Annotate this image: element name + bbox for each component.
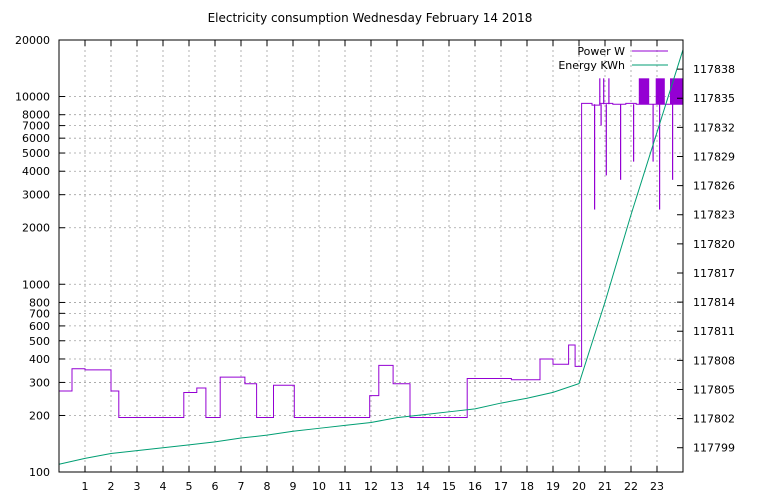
y-left-tick-label: 600	[29, 320, 50, 333]
x-tick-label: 6	[212, 480, 219, 493]
y-right-tick-label: 117835	[693, 92, 735, 105]
x-tick-label: 19	[546, 480, 560, 493]
y-left-tick-label: 800	[29, 296, 50, 309]
x-tick-label: 5	[186, 480, 193, 493]
x-tick-label: 23	[650, 480, 664, 493]
x-tick-label: 11	[338, 480, 352, 493]
grid	[59, 39, 683, 473]
x-tick-label: 18	[520, 480, 534, 493]
y-left-tick-label: 400	[29, 353, 50, 366]
x-tick-label: 20	[572, 480, 586, 493]
y-left-tick-label: 200	[29, 409, 50, 422]
y-left-tick-label: 8000	[22, 109, 50, 122]
y-right-tick-label: 117814	[693, 296, 735, 309]
tick-marks	[59, 39, 683, 473]
x-tick-label: 16	[468, 480, 482, 493]
legend: Power W Energy KWh	[558, 45, 668, 72]
y-left-tick-label: 7000	[22, 120, 50, 133]
y-right-tick-label: 117802	[693, 413, 735, 426]
legend-label-power: Power W	[577, 45, 625, 58]
x-tick-label: 17	[494, 480, 508, 493]
y-right-tick-label: 117820	[693, 238, 735, 251]
y-left-tick-label: 5000	[22, 147, 50, 160]
x-tick-label: 8	[264, 480, 271, 493]
y-left-tick-label: 10000	[15, 91, 50, 104]
y-right-tick-label: 117808	[693, 354, 735, 367]
x-tick-label: 14	[416, 480, 430, 493]
chart-title: Electricity consumption Wednesday Februa…	[208, 11, 533, 25]
y-left-tick-label: 3000	[22, 189, 50, 202]
y-right-tick-label: 117826	[693, 180, 735, 193]
y-left-tick-label: 100	[29, 466, 50, 479]
x-tick-label: 2	[108, 480, 115, 493]
x-tick-label: 21	[598, 480, 612, 493]
series-layer	[58, 49, 684, 465]
y-right-tick-label: 117799	[693, 442, 735, 455]
y-right-tick-label: 117829	[693, 150, 735, 163]
y-left-tick-label: 2000	[22, 222, 50, 235]
x-tick-label: 9	[290, 480, 297, 493]
y-right-tick-label: 117811	[693, 325, 735, 338]
y-left-tick-label: 20000	[15, 34, 50, 47]
x-tick-label: 4	[160, 480, 167, 493]
y-right-tick-label: 117838	[693, 63, 735, 76]
power-block	[670, 78, 683, 105]
y-left-tick-label: 1000	[22, 278, 50, 291]
x-tick-label: 22	[624, 480, 638, 493]
power-block	[655, 78, 665, 105]
tick-labels: 1 2 3 4 5 6 7 8 9 10 11 12 13 14 15 16 17 18 19 20 21 22 23100…	[15, 34, 735, 493]
power-line	[59, 102, 683, 419]
x-tick-label: 3	[134, 480, 141, 493]
y-right-tick-label: 117805	[693, 383, 735, 396]
power-block	[638, 78, 650, 105]
x-tick-label: 7	[238, 480, 245, 493]
x-tick-label: 12	[364, 480, 378, 493]
x-tick-label: 13	[390, 480, 404, 493]
legend-label-energy: Energy KWh	[558, 59, 625, 72]
y-left-tick-label: 4000	[22, 165, 50, 178]
y-left-tick-label: 500	[29, 335, 50, 348]
y-left-tick-label: 6000	[22, 132, 50, 145]
y-right-tick-label: 117817	[693, 267, 735, 280]
energy-line	[58, 49, 684, 465]
y-right-tick-label: 117832	[693, 121, 735, 134]
y-left-tick-label: 700	[29, 307, 50, 320]
y-right-tick-label: 117823	[693, 209, 735, 222]
x-tick-label: 10	[312, 480, 326, 493]
x-tick-label: 15	[442, 480, 456, 493]
x-tick-label: 1	[82, 480, 89, 493]
y-left-tick-label: 300	[29, 376, 50, 389]
